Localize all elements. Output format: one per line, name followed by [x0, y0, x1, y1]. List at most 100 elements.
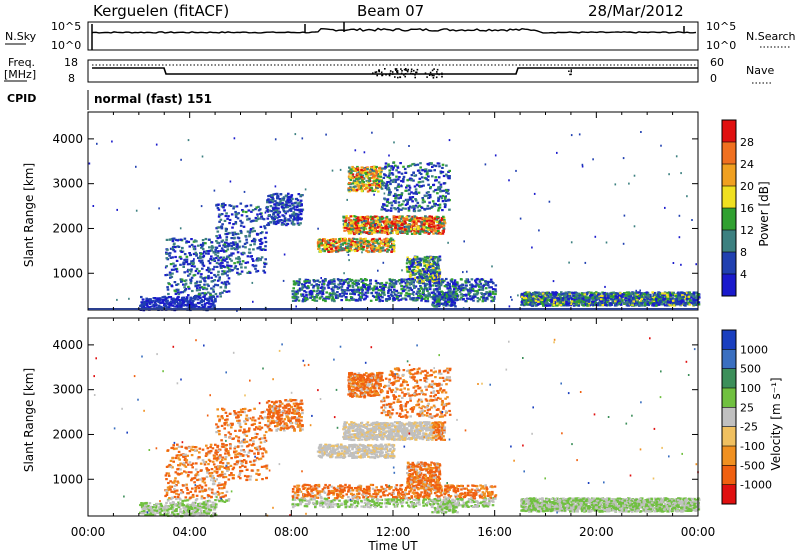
echo-cell [361, 279, 365, 282]
echo-cell [361, 292, 364, 295]
echo-cell [299, 218, 303, 221]
echo-cell [387, 295, 390, 298]
echo-cell [445, 285, 448, 288]
echo-cell [340, 295, 344, 298]
echo-cell [394, 164, 397, 167]
echo-cell [360, 181, 364, 184]
echo-cell [336, 291, 339, 294]
echo-cell [275, 209, 279, 212]
echo-cell [375, 177, 379, 180]
echo-cell [285, 224, 288, 227]
echo-cell [397, 291, 400, 294]
echo-cell [254, 264, 258, 267]
echo-cell [292, 287, 295, 290]
echo-cell [390, 165, 394, 168]
freq-scatter-dot [433, 74, 435, 77]
echo-cell [430, 296, 433, 299]
echo-cell [404, 298, 408, 301]
echo-cell [367, 216, 370, 219]
echo-cell [451, 285, 455, 288]
echo-cell [394, 280, 398, 283]
echo-cell [291, 293, 295, 296]
echo-cell [352, 220, 356, 223]
echo-cell [220, 205, 224, 208]
echo-cell [289, 207, 292, 210]
echo-cell [413, 215, 417, 218]
echo-cell [344, 216, 348, 220]
echo-cell [378, 285, 382, 288]
echo-cell [351, 289, 354, 292]
echo-cell [327, 281, 330, 284]
echo-cell [374, 295, 378, 298]
echo-cell [447, 177, 450, 180]
echo-cell [329, 279, 333, 282]
echo-cell [266, 210, 270, 213]
echo-cell [604, 298, 608, 301]
echo-cell [617, 303, 620, 306]
echo-cell [530, 303, 534, 306]
freq-scatter-dot [407, 68, 409, 71]
echo-cell [216, 241, 219, 244]
echo-cell [246, 255, 250, 258]
echo-cell [195, 280, 199, 283]
echo-cell [201, 243, 205, 246]
echo-cell [387, 174, 391, 177]
echo-cell [632, 300, 635, 303]
echo-cell [593, 296, 596, 299]
echo-cell [328, 282, 332, 285]
echo-cell [472, 295, 475, 298]
echo-cell [203, 250, 206, 253]
echo-cell [440, 189, 444, 193]
echo-cell [255, 206, 258, 209]
freq-scatter-dot [389, 70, 392, 72]
echo-cell [283, 220, 287, 223]
echo-cell [219, 266, 223, 269]
echo-cell [371, 227, 374, 230]
echo-cell [283, 218, 287, 221]
echo-cell [585, 291, 589, 294]
echo-cell [270, 201, 273, 204]
echo-cell [260, 241, 264, 244]
echo-cell [296, 222, 300, 225]
echo-cell [216, 284, 220, 287]
echo-cell [217, 208, 221, 211]
echo-cell [192, 262, 195, 265]
echo-cell [224, 250, 228, 253]
echo-cell [384, 186, 388, 190]
echo-cell [297, 193, 301, 196]
echo-cell [349, 245, 353, 248]
echo-cell [224, 285, 227, 288]
echo-cell [224, 283, 228, 286]
echo-cell [271, 218, 274, 221]
echo-cell [679, 300, 683, 303]
echo-cell [240, 266, 243, 269]
echo-cell [464, 281, 468, 284]
echo-cell [339, 245, 342, 249]
echo-cell [652, 299, 655, 302]
echo-cell [394, 192, 397, 196]
echo-cell [246, 271, 249, 274]
echo-cell [224, 204, 227, 207]
echo-cell [348, 228, 351, 231]
echo-cell [247, 209, 251, 212]
freq-scatter-dot [428, 74, 431, 76]
echo-cell [411, 292, 414, 295]
echo-cell [222, 259, 225, 262]
echo-cell [421, 201, 425, 204]
echo-cell [534, 303, 537, 306]
echo-cell [400, 226, 404, 230]
echo-cell [637, 295, 641, 298]
echo-cell [400, 192, 404, 195]
echo-cell [348, 218, 352, 222]
echo-cell [236, 242, 239, 245]
echo-cell [562, 300, 565, 303]
echo-cell [578, 300, 581, 304]
echo-cell [174, 238, 178, 241]
echo-cell [174, 292, 178, 295]
echo-cell [523, 297, 526, 300]
echo-cell [587, 300, 591, 303]
echo-cell [559, 301, 563, 304]
echo-cell [281, 214, 284, 217]
echo-cell [176, 283, 180, 286]
echo-cell [392, 291, 395, 294]
